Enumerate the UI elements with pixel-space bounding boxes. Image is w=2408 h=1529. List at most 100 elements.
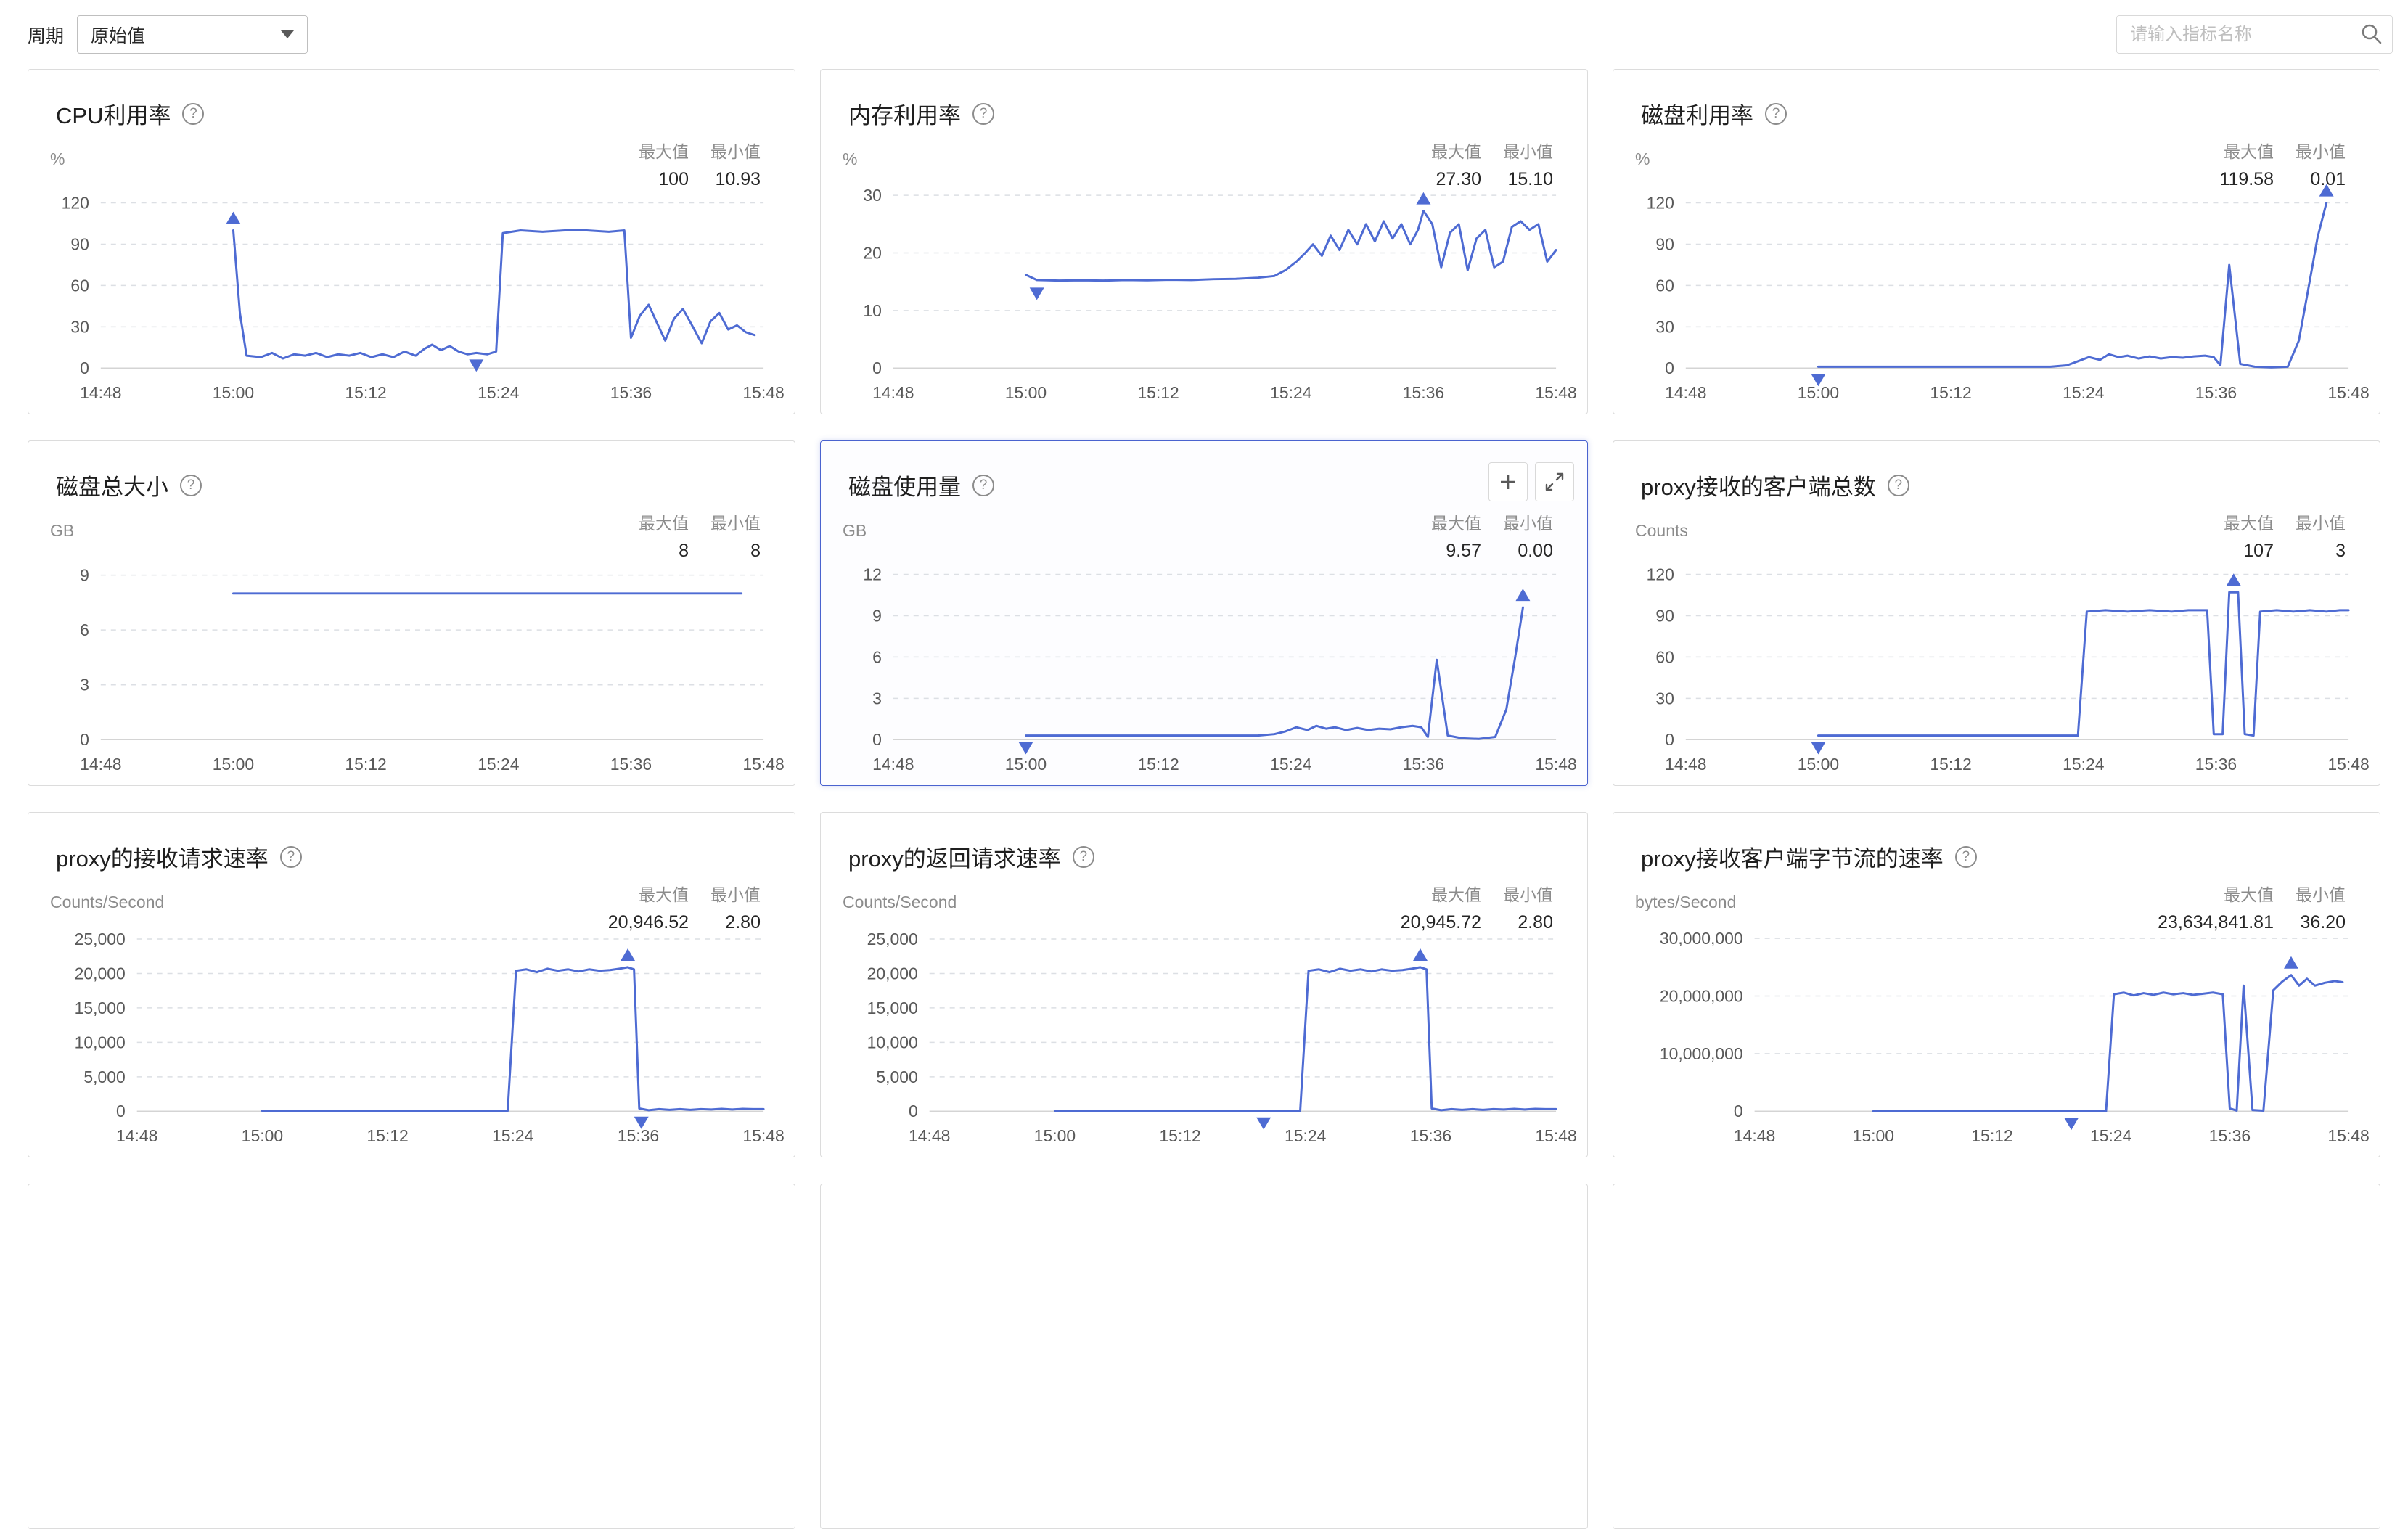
svg-text:10,000: 10,000 [867,1033,918,1052]
metric-card[interactable]: 内存利用率?% 最大值 27.30 最小值 15.10 0 10 20 30 14:48 15:00… [820,69,1588,414]
max-value: 23,634,841.81 [2158,912,2274,932]
svg-text:15:12: 15:12 [1971,1126,2012,1145]
svg-text:15,000: 15,000 [867,999,918,1017]
line-chart[interactable]: 0 30 60 90 120 14:48 15:00 15:12 15:24 15:36 15:48 [28,70,795,414]
help-icon[interactable]: ? [1954,845,1977,868]
svg-text:20,000: 20,000 [75,964,126,983]
unit-label: % [1635,149,1650,168]
svg-text:60: 60 [70,276,89,295]
svg-text:25,000: 25,000 [867,930,918,948]
help-icon[interactable]: ? [279,845,302,868]
svg-text:14:48: 14:48 [872,383,914,402]
line-chart[interactable]: 0 5,000 10,000 15,000 20,000 25,000 14:48 15:00… [821,813,1587,1157]
metric-card[interactable]: 磁盘总大小? GB 最大值 8 最小值 8 0 3 6 9 14:48 15:00 15:12 15:24… [28,440,795,786]
svg-text:15:48: 15:48 [1535,755,1576,774]
svg-text:15:00: 15:00 [1853,1126,1894,1145]
chart-stats: 最大值 9.57 最小值 0.00 [1431,509,1553,562]
max-label: 最大值 [639,514,689,533]
svg-text:14:48: 14:48 [872,755,914,774]
unit-label: Counts [1635,521,1688,540]
line-chart[interactable]: 0 30 60 90 120 14:48 15:00 15:12 15:24 15:36 15:48 [1613,70,2380,414]
svg-text:12: 12 [863,565,882,584]
max-label: 最大值 [639,885,689,904]
svg-text:90: 90 [1655,234,1674,253]
help-icon[interactable]: ? [1887,474,1909,496]
svg-text:90: 90 [70,234,89,253]
line-chart[interactable]: 0 3 6 9 14:48 15:00 15:12 15:24 15:36 15:48 [28,441,795,785]
min-label: 最小值 [2296,514,2346,533]
charts-grid: CPU利用率?% 最大值 100 最小值 10.93 0 30 60 90 120 14:48 15:… [0,54,2408,1529]
metric-card[interactable]: 磁盘利用率?% 最大值 119.58 最小值 0.01 0 30 60 90 120 14:48 15… [1613,69,2380,414]
svg-text:15:48: 15:48 [2327,1126,2369,1145]
metric-card[interactable]: proxy的接收请求速率? Counts/Second 最大值 20,946.52 最小… [28,812,795,1157]
svg-text:120: 120 [62,194,89,213]
max-value: 20,946.52 [607,912,689,932]
line-chart[interactable]: 0 10 20 30 14:48 15:00 15:12 15:24 15:36 15:48 [821,70,1587,414]
svg-text:0: 0 [909,1102,918,1120]
max-label: 最大值 [639,142,689,161]
chart-title: 磁盘使用量 [848,475,961,500]
metric-card[interactable]: proxy接收客户端字节流的速率? bytes/Second 最大值 23,634,8… [1613,812,2380,1157]
svg-text:60: 60 [1655,276,1674,295]
line-chart[interactable]: 0 10,000,000 20,000,000 30,000,000 14:48 15:0… [1613,813,2380,1157]
svg-text:15:36: 15:36 [1403,383,1444,402]
help-icon[interactable]: ? [180,474,202,496]
svg-text:15:00: 15:00 [213,383,254,402]
svg-text:15:48: 15:48 [742,1126,784,1145]
help-icon[interactable]: ? [182,102,205,125]
chart-stats: 最大值 23,634,841.81 最小值 36.20 [2158,881,2346,933]
search-icon[interactable] [2359,22,2384,46]
svg-text:30: 30 [1655,689,1674,708]
svg-text:14:48: 14:48 [1665,755,1706,774]
fullscreen-button[interactable] [1535,462,1574,501]
toolbar: 周期 原始值 [28,15,2393,54]
svg-text:3: 3 [80,676,89,694]
line-chart[interactable]: 0 30 60 90 120 14:48 15:00 15:12 15:24 15:36 15:48 [1613,441,2380,785]
max-value: 100 [658,169,689,189]
unit-label: Counts/Second [843,893,957,911]
svg-text:0: 0 [116,1102,126,1120]
period-select-value: 原始值 [91,25,146,46]
min-label: 最小值 [1503,885,1553,904]
svg-text:90: 90 [1655,606,1674,625]
line-chart[interactable]: 0 3 6 9 12 14:48 15:00 15:12 15:24 15:36 15:48 [821,441,1587,785]
svg-text:15:12: 15:12 [1137,383,1179,402]
max-value: 27.30 [1436,169,1481,189]
chevron-down-icon [281,30,295,38]
metric-card[interactable]: 磁盘使用量? GB 最大值 9.57 最小值 0.00 0 3 6 9 12 14:48 15:00 15… [820,440,1588,786]
chart-stats: 最大值 8 最小值 8 [639,509,761,562]
svg-text:15:24: 15:24 [478,383,520,402]
svg-text:30: 30 [1655,317,1674,336]
add-to-dashboard-button[interactable] [1488,462,1528,501]
period-select[interactable]: 原始值 [77,15,308,54]
max-value: 9.57 [1446,541,1481,561]
help-icon[interactable]: ? [1765,102,1787,125]
metric-search-input[interactable] [2116,15,2393,54]
help-icon[interactable]: ? [972,474,994,496]
chart-stats: 最大值 27.30 最小值 15.10 [1431,138,1553,190]
svg-text:9: 9 [872,606,882,625]
svg-text:14:48: 14:48 [80,755,121,774]
svg-text:120: 120 [1647,194,1674,213]
svg-text:15:12: 15:12 [1930,755,1971,774]
help-icon[interactable]: ? [1072,845,1094,868]
line-chart[interactable]: 0 5,000 10,000 15,000 20,000 25,000 14:48 15:00… [28,813,795,1157]
max-label: 最大值 [2224,514,2274,533]
svg-text:15:00: 15:00 [1005,755,1047,774]
svg-text:15:36: 15:36 [1403,755,1444,774]
chart-stats: 最大值 107 最小值 3 [2224,509,2346,562]
chart-title: 内存利用率 [848,103,961,128]
min-value: 8 [750,541,761,561]
metric-card[interactable]: CPU利用率?% 最大值 100 最小值 10.93 0 30 60 90 120 14:48 15:… [28,69,795,414]
help-icon[interactable]: ? [972,102,994,125]
svg-text:15:24: 15:24 [1270,755,1312,774]
svg-text:6: 6 [872,647,882,666]
svg-text:15:24: 15:24 [2063,755,2105,774]
svg-text:15:48: 15:48 [742,755,784,774]
chart-title: 磁盘利用率 [1641,103,1753,128]
metric-card[interactable]: proxy的返回请求速率? Counts/Second 最大值 20,945.72 最小… [820,812,1588,1157]
max-label: 最大值 [1431,142,1481,161]
svg-text:15:36: 15:36 [2195,383,2237,402]
metric-card[interactable]: proxy接收的客户端总数? Counts 最大值 107 最小值 3 0 30 60 90 120… [1613,440,2380,786]
min-label: 最小值 [710,142,761,161]
